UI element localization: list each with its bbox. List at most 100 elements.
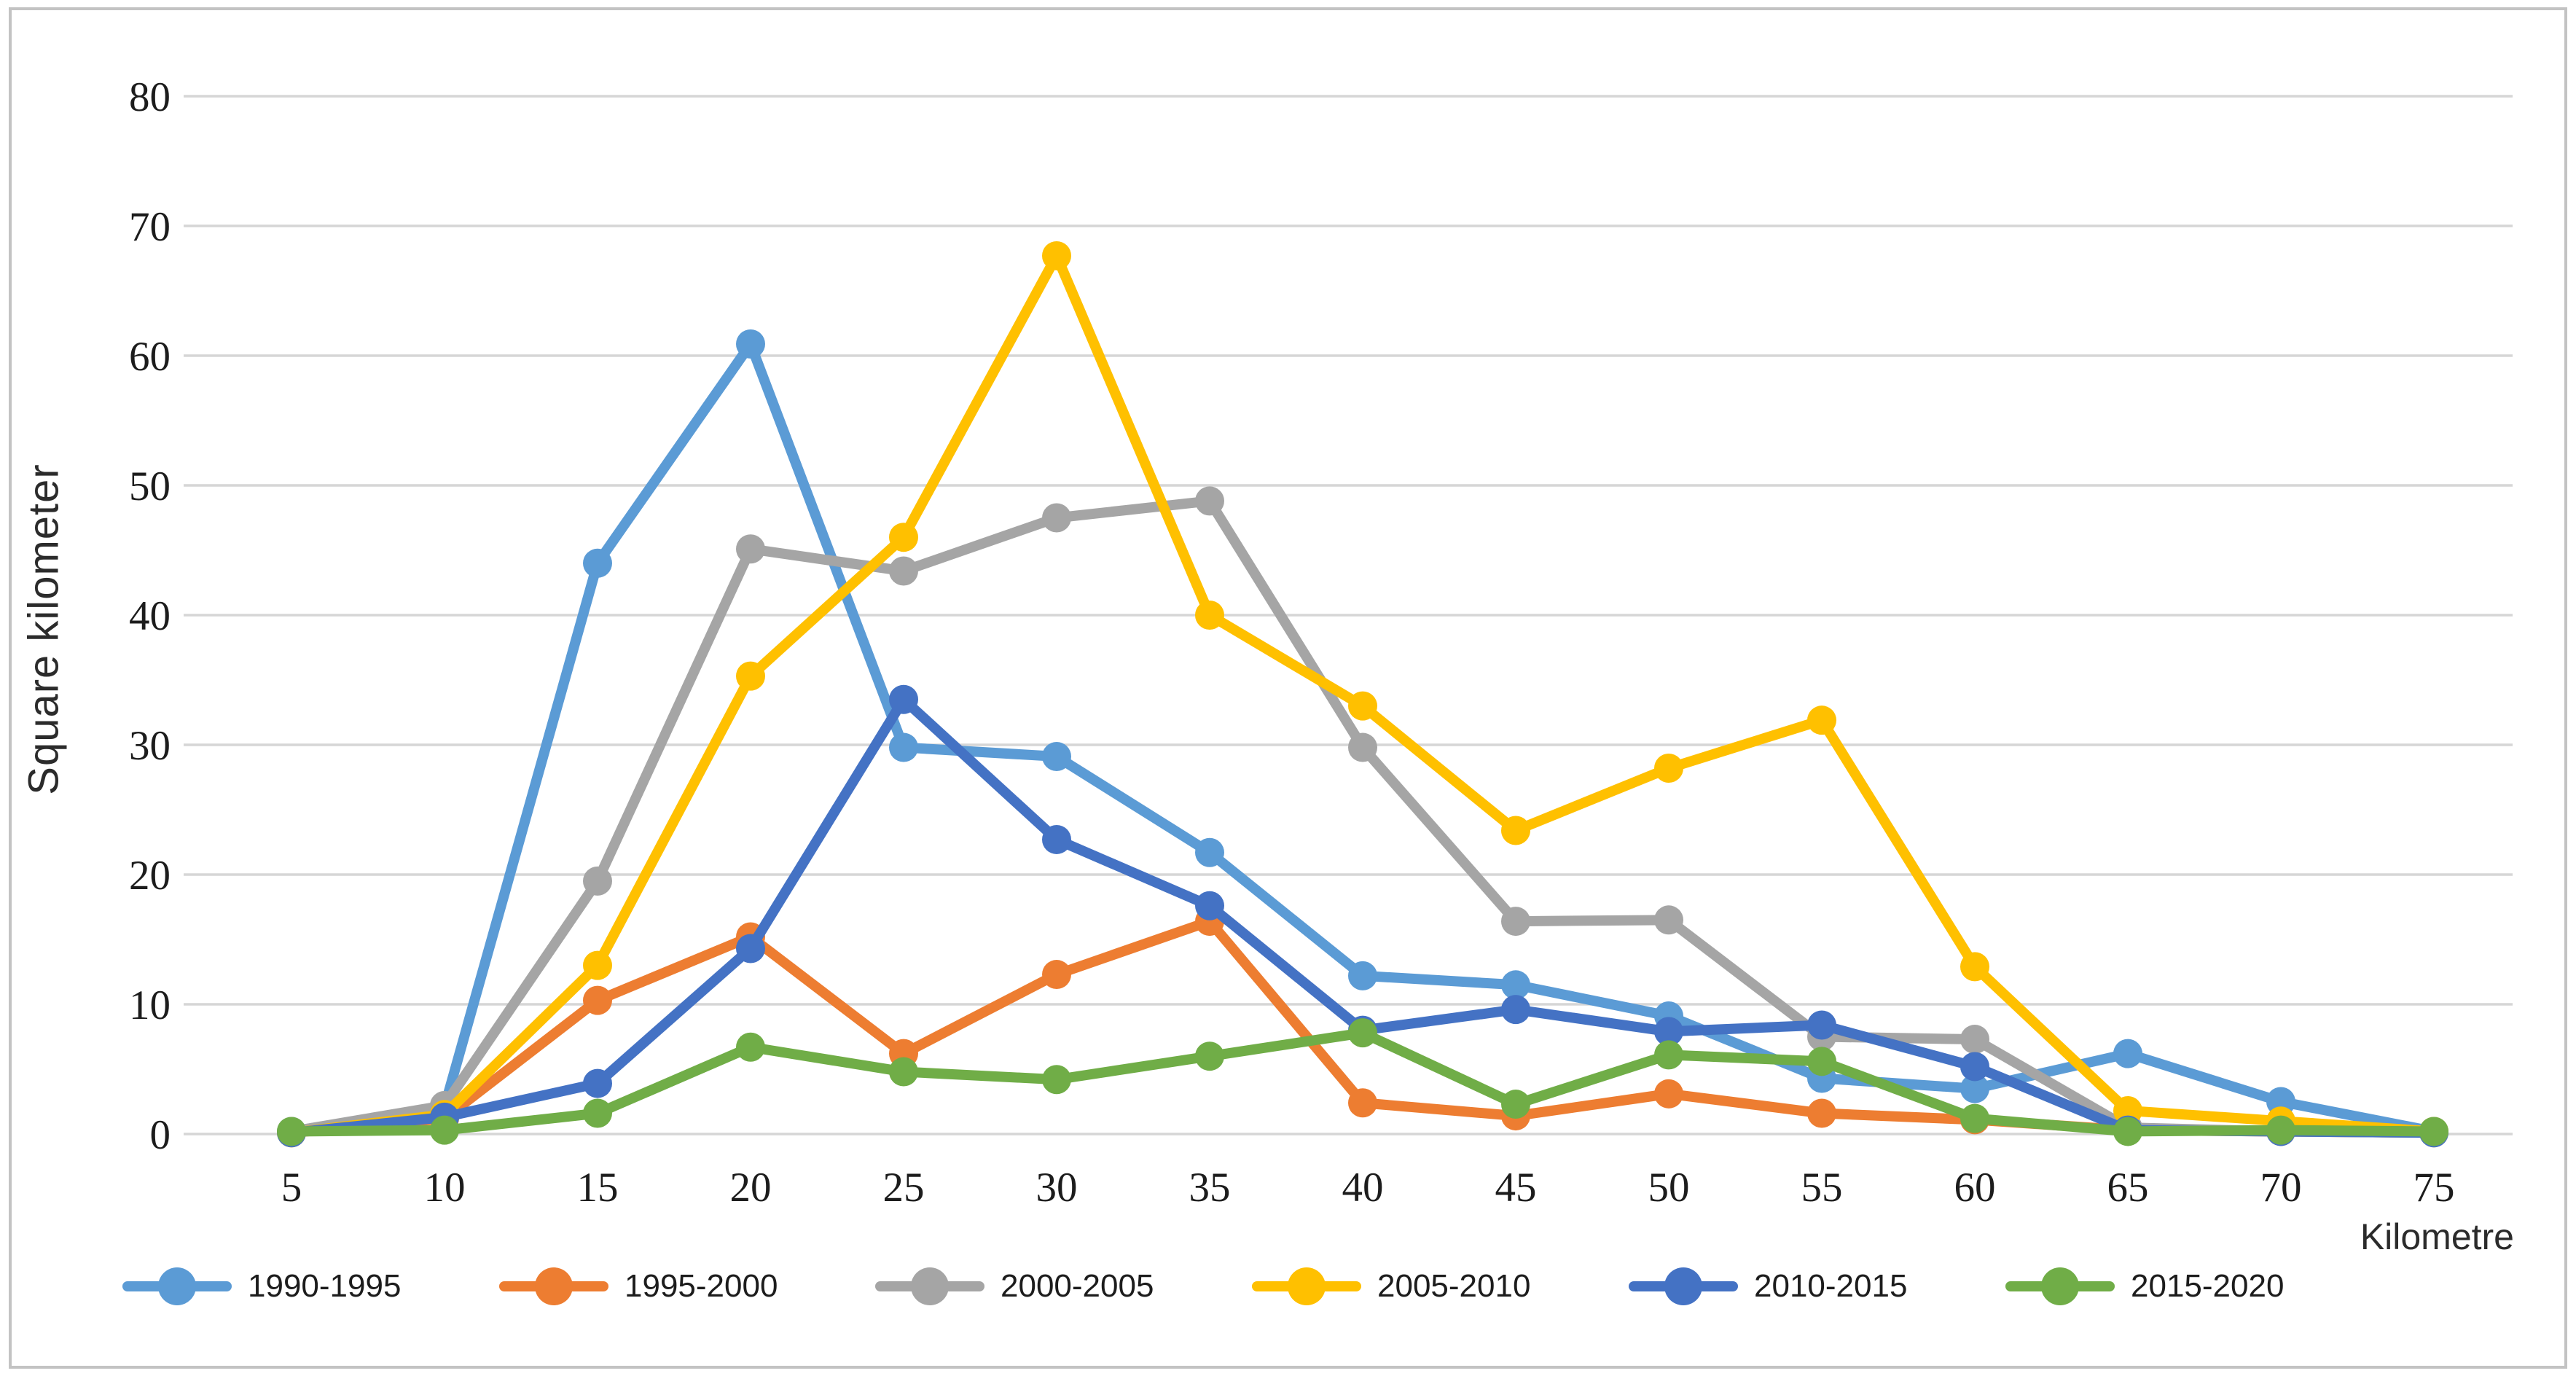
legend-label: 1990-1995 [248, 1268, 402, 1304]
data-point-1990-1995-30 [1042, 742, 1071, 772]
data-point-1995-2000-50 [1654, 1079, 1683, 1109]
x-tick-label-65: 65 [2107, 1165, 2149, 1211]
data-point-2015-2020-70 [2266, 1115, 2295, 1145]
data-point-2005-2010-35 [1195, 601, 1224, 630]
series-lines [277, 241, 2448, 1148]
series-line-2010-2015 [286, 694, 2439, 1138]
data-point-2005-2010-55 [1807, 705, 1836, 735]
data-point-2000-2005-60 [1960, 1025, 1989, 1055]
data-point-1995-2000-55 [1807, 1098, 1836, 1128]
data-point-2010-2015-20 [736, 934, 765, 963]
x-tick-label-25: 25 [883, 1165, 925, 1211]
legend-label: 2005-2010 [1377, 1268, 1531, 1304]
y-axis-tick-labels: 0 10 20 30 40 50 60 70 80 [129, 74, 171, 1158]
y-tick-label-80: 80 [129, 74, 171, 120]
data-point-1990-1995-35 [1195, 837, 1224, 867]
x-tick-label-20: 20 [730, 1165, 772, 1211]
legend-label: 1995-2000 [625, 1268, 778, 1304]
y-tick-label-60: 60 [129, 334, 171, 380]
data-point-1990-1995-60 [1960, 1074, 1989, 1103]
x-axis-title: Kilometre [2360, 1216, 2514, 1257]
data-point-2000-2005-15 [583, 866, 612, 896]
x-tick-label-45: 45 [1495, 1165, 1537, 1211]
data-point-2005-2010-50 [1654, 754, 1683, 783]
legend-marker-icon [875, 1267, 984, 1305]
data-point-2010-2015-45 [1501, 995, 1530, 1025]
data-point-2005-2010-25 [889, 523, 918, 552]
x-axis-tick-labels: 5 10 15 20 25 30 35 40 45 50 55 60 65 70 75 [281, 1165, 2455, 1211]
x-tick-label-50: 50 [1648, 1165, 1690, 1211]
data-point-2010-2015-15 [583, 1068, 612, 1098]
data-point-2015-2020-20 [736, 1032, 765, 1062]
data-point-2015-2020-65 [2113, 1117, 2142, 1146]
legend-item-2010-2015: 2010-2015 [1629, 1257, 1907, 1316]
y-tick-label-0: 0 [150, 1112, 171, 1158]
figure-border [9, 7, 2567, 1369]
legend-label: 2000-2005 [1001, 1268, 1154, 1304]
y-tick-label-10: 10 [129, 982, 171, 1028]
data-point-2015-2020-45 [1501, 1090, 1530, 1119]
legend-marker-dot-icon [1664, 1267, 1702, 1305]
data-point-2005-2010-45 [1501, 816, 1530, 845]
data-point-2005-2010-30 [1042, 241, 1071, 270]
legend-marker-dot-icon [1288, 1267, 1326, 1305]
data-point-2010-2015-35 [1195, 891, 1224, 920]
data-point-2010-2015-55 [1807, 1010, 1836, 1040]
data-point-2015-2020-5 [277, 1117, 306, 1146]
data-point-2015-2020-55 [1807, 1047, 1836, 1076]
x-tick-label-35: 35 [1189, 1165, 1231, 1211]
data-point-2005-2010-20 [736, 661, 765, 691]
data-point-1990-1995-65 [2113, 1039, 2142, 1068]
data-point-2010-2015-30 [1042, 824, 1071, 854]
y-tick-label-40: 40 [129, 593, 171, 639]
data-point-2010-2015-25 [889, 684, 918, 714]
data-point-2010-2015-50 [1654, 1017, 1683, 1047]
legend-marker-dot-icon [535, 1267, 573, 1305]
legend-marker-icon [1252, 1267, 1361, 1305]
legend-item-1990-1995: 1990-1995 [122, 1257, 401, 1316]
legend-label: 2010-2015 [1754, 1268, 1908, 1304]
data-point-1990-1995-45 [1501, 970, 1530, 1000]
legend-marker-dot-icon [158, 1267, 196, 1305]
x-tick-label-10: 10 [424, 1165, 466, 1211]
data-point-2000-2005-45 [1501, 907, 1530, 937]
x-tick-label-40: 40 [1342, 1165, 1384, 1211]
data-point-1990-1995-25 [889, 732, 918, 762]
y-tick-label-50: 50 [129, 464, 171, 509]
data-point-2015-2020-25 [889, 1057, 918, 1087]
data-point-2005-2010-40 [1348, 691, 1377, 721]
x-tick-label-70: 70 [2260, 1165, 2302, 1211]
legend-label: 2015-2020 [2131, 1268, 2285, 1304]
data-point-1990-1995-15 [583, 548, 612, 578]
data-point-2015-2020-50 [1654, 1040, 1683, 1070]
legend-item-1995-2000: 1995-2000 [499, 1257, 778, 1316]
data-point-1990-1995-20 [736, 329, 765, 359]
data-point-2015-2020-40 [1348, 1018, 1377, 1048]
x-tick-label-30: 30 [1036, 1165, 1078, 1211]
legend: 1990-1995 1995-2000 2000-2005 2005-2010 2010… [0, 1257, 2576, 1323]
y-axis-title: Square kilometer [20, 464, 68, 795]
data-point-1990-1995-40 [1348, 961, 1377, 990]
x-tick-label-15: 15 [577, 1165, 619, 1211]
data-point-2000-2005-25 [889, 556, 918, 586]
data-point-2015-2020-35 [1195, 1041, 1224, 1071]
data-point-2000-2005-50 [1654, 905, 1683, 935]
legend-item-2000-2005: 2000-2005 [875, 1257, 1154, 1316]
legend-marker-icon [122, 1267, 232, 1305]
x-tick-label-60: 60 [1954, 1165, 1996, 1211]
y-tick-label-70: 70 [129, 204, 171, 250]
data-point-2015-2020-15 [583, 1098, 612, 1128]
legend-item-2015-2020: 2015-2020 [2005, 1257, 2284, 1316]
data-point-2000-2005-40 [1348, 732, 1377, 762]
data-point-2015-2020-75 [2419, 1117, 2448, 1146]
data-point-1995-2000-30 [1042, 960, 1071, 990]
x-tick-label-5: 5 [281, 1165, 302, 1211]
x-tick-label-55: 55 [1801, 1165, 1843, 1211]
x-tick-label-75: 75 [2413, 1165, 2455, 1211]
data-point-2005-2010-15 [583, 950, 612, 980]
legend-item-2005-2010: 2005-2010 [1252, 1257, 1530, 1316]
data-point-2015-2020-10 [430, 1115, 459, 1145]
data-point-2010-2015-60 [1960, 1052, 1989, 1082]
